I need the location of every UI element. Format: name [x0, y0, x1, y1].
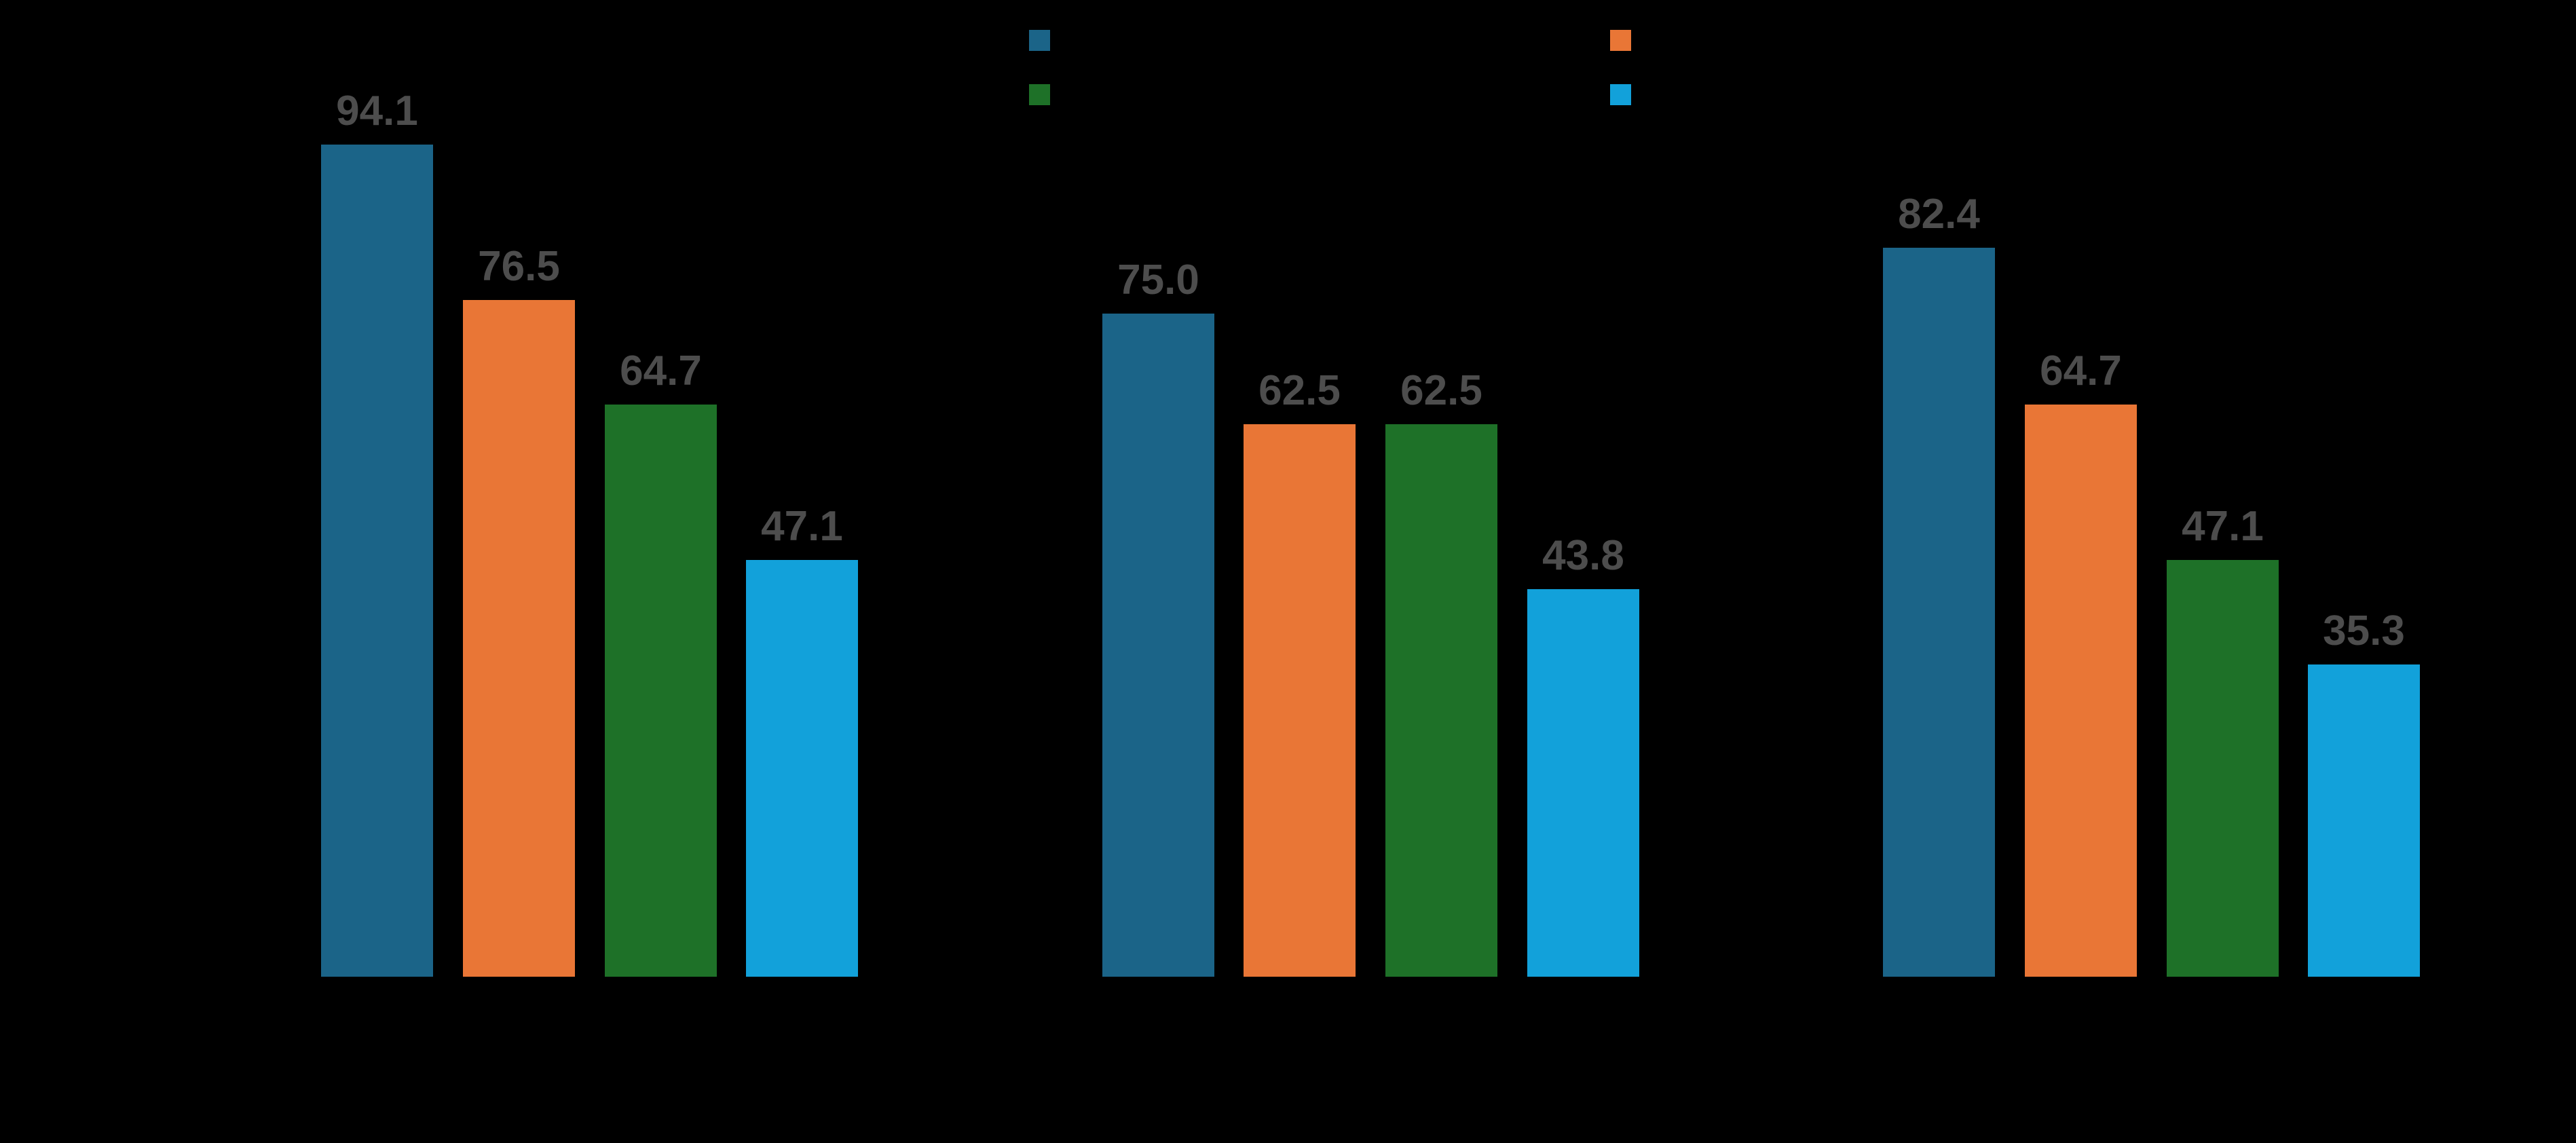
value-label-group3-series-3-green: 47.1 — [2182, 503, 2264, 550]
bar-group3-series-1-dark-blue — [1883, 248, 1995, 977]
bar-group2-series-3-green — [1385, 424, 1497, 977]
bar-group2-series-2-orange — [1244, 424, 1356, 977]
bar-group2-series-4-cyan — [1527, 589, 1639, 977]
value-label-group2-series-2-orange: 62.5 — [1258, 367, 1341, 414]
legend-series-4-swatch — [1610, 84, 1631, 105]
bar-group3-series-3-green — [2167, 560, 2279, 977]
value-label-group2-series-4-cyan: 43.8 — [1542, 532, 1624, 579]
value-label-group1-series-1-dark-blue: 94.1 — [336, 88, 418, 134]
value-label-group1-series-3-green: 64.7 — [620, 348, 702, 394]
bar-group2-series-1-dark-blue — [1102, 314, 1214, 977]
bar-group1-series-4-cyan — [746, 560, 858, 977]
value-label-group2-series-1-dark-blue: 75.0 — [1117, 257, 1199, 303]
value-label-group3-series-2-orange: 64.7 — [2040, 348, 2122, 394]
value-label-group2-series-3-green: 62.5 — [1400, 367, 1482, 414]
value-label-group3-series-1-dark-blue: 82.4 — [1898, 191, 1980, 238]
value-label-group3-series-4-cyan: 35.3 — [2323, 607, 2405, 654]
bar-group1-series-3-green — [605, 405, 717, 977]
legend-series-1-swatch — [1029, 30, 1050, 51]
bar-group3-series-2-orange — [2025, 405, 2137, 977]
bar-group1-series-2-orange — [463, 300, 575, 977]
legend-series-2-swatch — [1610, 30, 1631, 51]
legend-series-3-swatch — [1029, 84, 1050, 105]
bar-group3-series-4-cyan — [2308, 664, 2420, 977]
value-label-group1-series-2-orange: 76.5 — [478, 243, 560, 290]
value-label-group1-series-4-cyan: 47.1 — [761, 503, 843, 550]
bar-group1-series-1-dark-blue — [321, 145, 433, 977]
